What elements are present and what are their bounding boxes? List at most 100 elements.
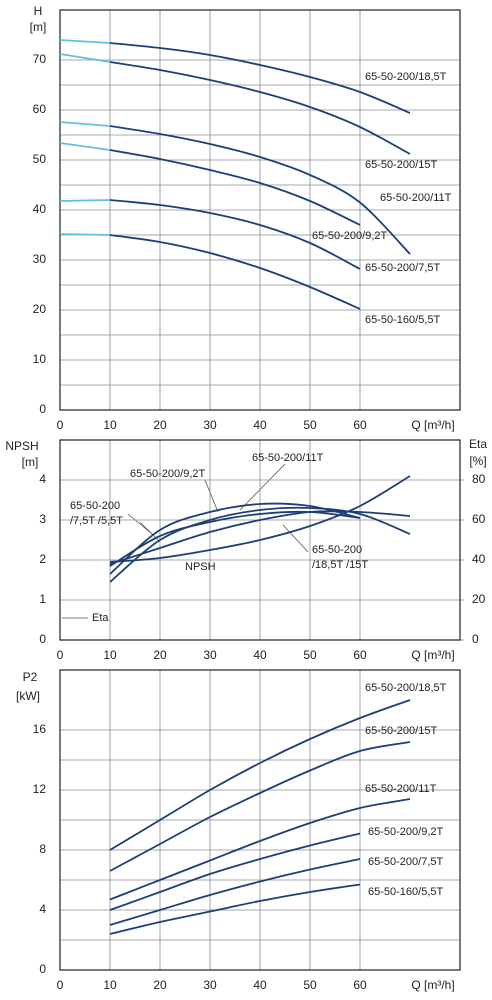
x-tick-label: 50 — [303, 648, 317, 662]
series-label: 65-50-200/9,2T — [312, 230, 387, 242]
series-label: 65-50-200/9,2T — [368, 826, 443, 838]
x-tick-label: 0 — [57, 978, 64, 992]
series-label: 65-50-200/11T — [380, 192, 452, 204]
y2-axis-unit: [%] — [469, 454, 486, 468]
series-label: 65-50-200/18,5T — [365, 71, 447, 83]
y-tick-label: 3 — [39, 512, 46, 526]
leader-line — [204, 479, 219, 513]
series-label: 65-50-200/7,5T — [365, 262, 440, 274]
y-tick-label: 40 — [33, 202, 47, 216]
y2-tick-label: 0 — [472, 632, 479, 646]
low-flow-curve — [59, 233, 111, 236]
annotation: 65-50-200/11T — [252, 452, 324, 464]
y-axis-unit: [m] — [22, 455, 39, 469]
series-label: 65-50-200/15T — [365, 725, 437, 737]
x-tick-label: 20 — [153, 978, 167, 992]
curve — [109, 61, 411, 155]
series-label: NPSH — [185, 561, 216, 573]
x-axis-label: Q [m³/h] — [411, 648, 454, 662]
curve — [109, 510, 411, 565]
curve — [109, 506, 411, 583]
y-tick-label: 8 — [39, 842, 46, 856]
series-label: 65-50-200/11T — [365, 783, 437, 795]
x-tick-label: 60 — [353, 648, 367, 662]
x-tick-label: 50 — [303, 418, 317, 432]
series-label: 65-50-200/7,5T — [368, 856, 443, 868]
annotation: 65-50-200 — [312, 544, 362, 556]
y-tick-label: 20 — [33, 302, 47, 316]
y-axis-label: NPSH — [5, 439, 38, 453]
x-tick-label: 60 — [353, 978, 367, 992]
y-tick-label: 4 — [39, 472, 46, 486]
curve — [109, 883, 361, 935]
annotation: 65-50-200 — [70, 500, 120, 512]
x-tick-label: 40 — [253, 648, 267, 662]
x-tick-label: 10 — [103, 648, 117, 662]
curve — [109, 234, 361, 310]
annotation: /18,5T /15T — [312, 559, 368, 571]
x-tick-label: 30 — [203, 418, 217, 432]
curve — [109, 858, 361, 926]
plot-frame — [59, 439, 461, 641]
x-tick-label: 10 — [103, 418, 117, 432]
y-tick-label: 70 — [33, 52, 47, 66]
y-axis-unit: [kW] — [16, 689, 40, 703]
y2-tick-label: 60 — [472, 512, 486, 526]
low-flow-curve — [59, 53, 111, 63]
curve — [109, 699, 411, 851]
y2-tick-label: 20 — [472, 592, 486, 606]
y-tick-label: 16 — [33, 722, 47, 736]
annotation: 65-50-200/9,2T — [130, 468, 205, 480]
leader-line — [282, 524, 309, 553]
plot-frame — [59, 669, 461, 971]
low-flow-curve — [59, 39, 111, 44]
curve — [109, 798, 411, 901]
x-tick-label: 50 — [303, 978, 317, 992]
y-tick-label: 12 — [33, 782, 47, 796]
curve — [109, 125, 411, 255]
y2-axis-label: Eta — [469, 437, 487, 451]
low-flow-curve — [59, 142, 111, 151]
curve — [109, 832, 361, 911]
series-label: 65-50-200/18,5T — [365, 682, 447, 694]
curve — [109, 741, 411, 872]
y-axis-label: P2 — [23, 670, 38, 684]
series-label: 65-50-200/15T — [365, 159, 437, 171]
x-tick-label: 40 — [253, 418, 267, 432]
y-tick-label: 30 — [33, 252, 47, 266]
curve — [109, 149, 361, 226]
x-tick-label: 0 — [57, 418, 64, 432]
curve — [109, 199, 361, 270]
plot-frame — [59, 9, 461, 411]
y2-tick-label: 40 — [472, 552, 486, 566]
x-tick-label: 30 — [203, 978, 217, 992]
curve — [109, 502, 361, 575]
y-axis-label: H — [34, 4, 43, 18]
curve — [109, 475, 411, 563]
y-tick-label: 0 — [39, 962, 46, 976]
x-axis-label: Q [m³/h] — [411, 418, 454, 432]
x-tick-label: 40 — [253, 978, 267, 992]
annotation: /7,5T /5,5T — [70, 515, 123, 527]
y-tick-label: 4 — [39, 902, 46, 916]
x-tick-label: 20 — [153, 648, 167, 662]
y2-tick-label: 80 — [472, 472, 486, 486]
x-tick-label: 20 — [153, 418, 167, 432]
y-tick-label: 0 — [39, 632, 46, 646]
x-tick-label: 30 — [203, 648, 217, 662]
leader-line — [127, 513, 153, 535]
y-tick-label: 0 — [39, 402, 46, 416]
y-tick-label: 2 — [39, 552, 46, 566]
y-tick-label: 1 — [39, 592, 46, 606]
leader-line — [139, 521, 161, 543]
series-label: 65-50-160/5,5T — [368, 886, 443, 898]
annotation: Eta — [92, 612, 109, 624]
curve — [109, 42, 411, 114]
y-tick-label: 10 — [33, 352, 47, 366]
low-flow-curve — [59, 199, 111, 202]
series-label: 65-50-160/5,5T — [365, 314, 440, 326]
x-tick-label: 10 — [103, 978, 117, 992]
leader-line — [239, 463, 286, 511]
